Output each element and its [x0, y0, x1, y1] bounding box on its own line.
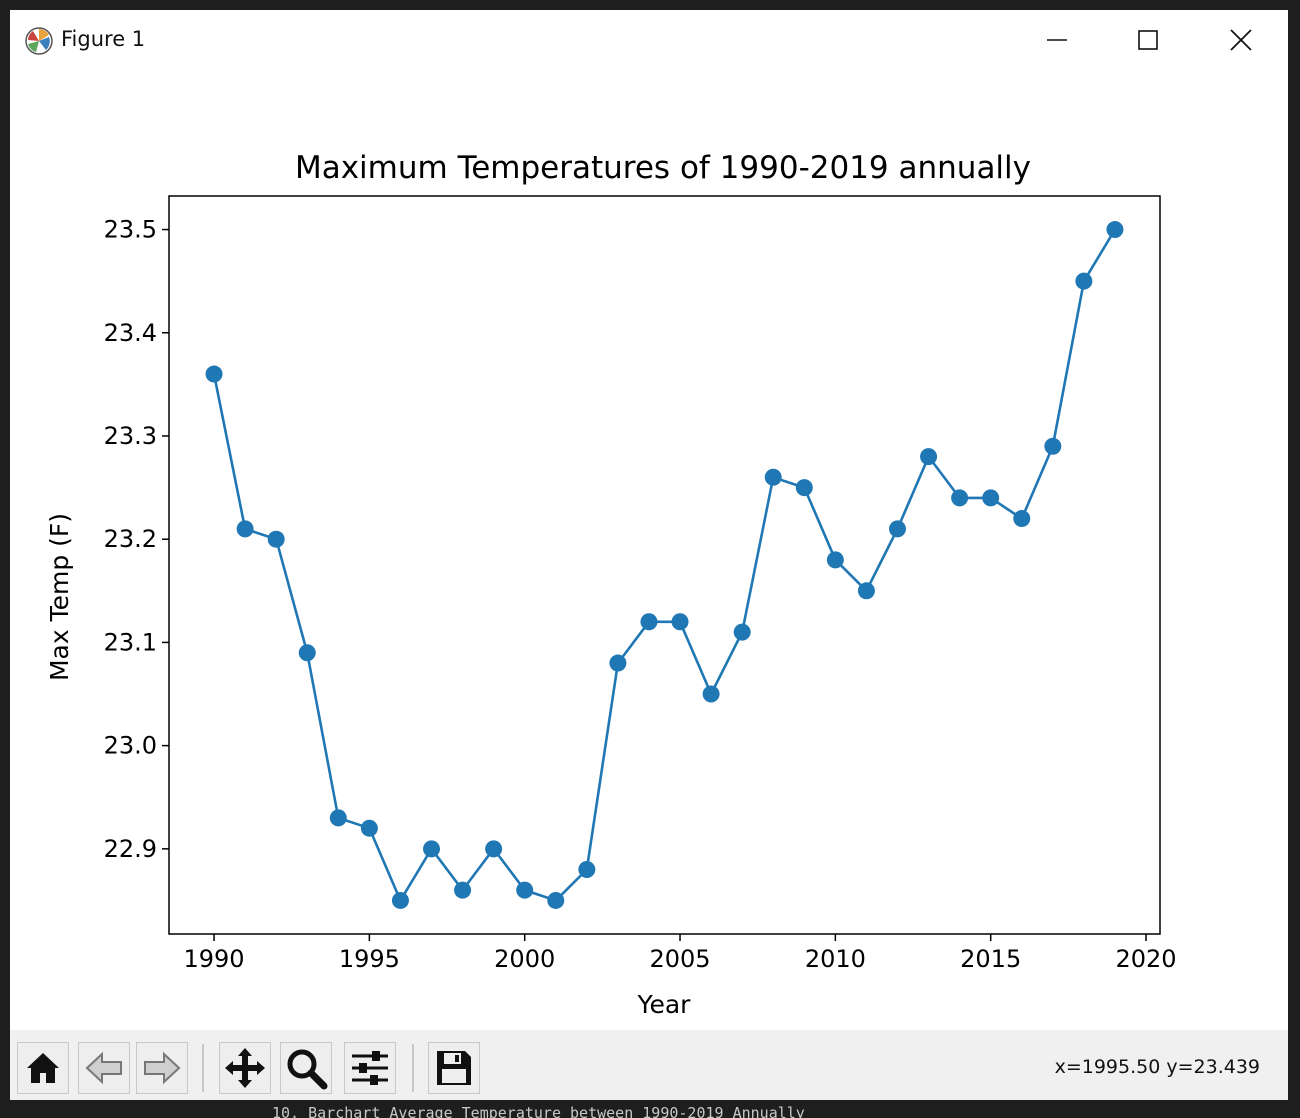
figure-window: Figure 1 Maximum Temperatures of 1990-20… — [10, 10, 1288, 1100]
x-tick-label: 1995 — [339, 945, 400, 973]
data-point — [454, 881, 472, 899]
data-point — [640, 613, 658, 631]
data-point — [609, 654, 627, 672]
series-markers — [205, 221, 1124, 909]
y-axis-label: Max Temp (F) — [45, 513, 74, 681]
back-button[interactable] — [78, 1042, 130, 1094]
y-tick-label: 23.0 — [104, 732, 157, 760]
maximize-button[interactable] — [1125, 20, 1171, 60]
window-title: Figure 1 — [61, 27, 146, 51]
data-point — [298, 644, 316, 662]
home-button[interactable] — [17, 1042, 69, 1094]
title-bar[interactable]: Figure 1 — [10, 10, 1288, 72]
data-point — [795, 479, 813, 497]
data-point — [920, 448, 938, 466]
y-tick-label: 23.2 — [104, 525, 157, 553]
navigation-toolbar: x=1995.50 y=23.439 — [10, 1030, 1288, 1100]
close-button[interactable] — [1218, 20, 1264, 60]
floppy-disk-icon — [437, 1051, 471, 1085]
data-point — [267, 530, 285, 548]
pan-button[interactable] — [219, 1042, 271, 1094]
configure-subplots-button[interactable] — [344, 1042, 396, 1094]
data-point — [578, 860, 596, 878]
data-point — [547, 891, 565, 909]
x-tick-label: 2010 — [805, 945, 866, 973]
minimize-button[interactable] — [1034, 20, 1080, 60]
data-point — [1013, 510, 1031, 528]
chart-title: Maximum Temperatures of 1990-2019 annual… — [295, 150, 1031, 186]
data-point — [485, 840, 503, 858]
data-point — [951, 489, 969, 507]
save-button[interactable] — [428, 1042, 480, 1094]
data-point — [391, 891, 409, 909]
x-tick-label: 2000 — [494, 945, 555, 973]
matplotlib-logo-icon — [24, 26, 54, 56]
plot-canvas[interactable]: Maximum Temperatures of 1990-2019 annual… — [10, 72, 1288, 1030]
data-point — [982, 489, 1000, 507]
x-tick-label: 2015 — [960, 945, 1021, 973]
y-tick-label: 23.4 — [104, 319, 157, 347]
move-icon — [225, 1048, 265, 1088]
data-point — [360, 819, 378, 837]
x-tick-label: 2005 — [649, 945, 710, 973]
data-point — [329, 809, 347, 827]
cursor-coordinates: x=1995.50 y=23.439 — [1054, 1056, 1260, 1078]
zoom-button[interactable] — [280, 1042, 332, 1094]
minimize-icon — [1047, 39, 1067, 41]
toolbar-separator — [412, 1044, 414, 1092]
close-icon — [1230, 29, 1252, 51]
x-tick-label: 2020 — [1115, 945, 1176, 973]
data-point — [733, 623, 751, 641]
background-editor-text: 10. Barchart Average Temperature between… — [272, 1104, 805, 1118]
data-point — [702, 685, 720, 703]
toolbar-separator — [202, 1044, 204, 1092]
data-point — [671, 613, 689, 631]
y-tick-label: 23.3 — [104, 422, 157, 450]
background-editor: 10. Barchart Average Temperature between… — [0, 1100, 1300, 1118]
home-icon — [27, 1053, 59, 1083]
y-tick-label: 23.5 — [104, 216, 157, 244]
series-line — [212, 228, 1117, 902]
x-axis-ticks: 1990 1995 2000 2005 2010 2015 2020 — [184, 934, 1177, 973]
data-point — [205, 365, 223, 383]
y-tick-label: 23.1 — [104, 628, 157, 656]
data-point — [764, 468, 782, 486]
maximize-icon — [1138, 30, 1158, 50]
data-point — [1075, 272, 1093, 290]
background-edge — [0, 0, 10, 1118]
y-axis-ticks: 22.9 23.0 23.1 23.2 23.3 23.4 23.5 — [104, 216, 169, 863]
axes-frame — [168, 195, 1161, 935]
data-point — [516, 881, 534, 899]
arrow-right-icon — [144, 1051, 181, 1085]
arrow-left-icon — [85, 1051, 122, 1085]
data-point — [236, 520, 254, 538]
magnifier-icon — [287, 1049, 328, 1090]
y-tick-label: 22.9 — [104, 835, 157, 863]
data-point — [1044, 437, 1062, 455]
x-axis-label: Year — [637, 990, 692, 1019]
data-point — [857, 582, 875, 600]
forward-button[interactable] — [136, 1042, 188, 1094]
data-point — [423, 840, 441, 858]
sliders-icon — [352, 1051, 388, 1085]
data-point — [826, 551, 844, 569]
data-point — [888, 520, 906, 538]
x-tick-label: 1990 — [184, 945, 245, 973]
data-point — [1106, 221, 1124, 239]
